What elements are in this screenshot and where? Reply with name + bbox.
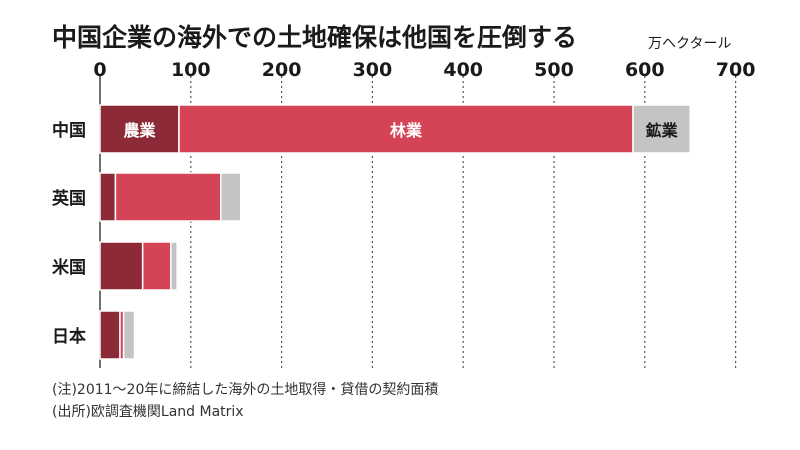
- unit-label: 万ヘクタール: [648, 36, 732, 52]
- segment-label: 鉱業: [646, 121, 679, 140]
- bar-segment-mining: [220, 172, 242, 222]
- x-tick-label: 200: [262, 59, 302, 81]
- category-label: 中国: [52, 120, 86, 141]
- bar-segment-agriculture: [99, 172, 117, 222]
- category-label: 米国: [52, 257, 86, 278]
- x-tick-label: 700: [716, 59, 756, 81]
- segment-label: 林業: [390, 121, 423, 140]
- x-tick-label: 600: [625, 59, 665, 81]
- footnote-source: (出所)欧調査機関Land Matrix: [52, 404, 244, 420]
- bar-segment-forestry: [114, 172, 222, 222]
- bar-segment-forestry: [141, 241, 172, 291]
- category-label: 英国: [52, 188, 86, 209]
- x-tick-label: 100: [171, 59, 211, 81]
- bar-segment-agriculture: [99, 104, 180, 154]
- bar-segment-mining: [122, 310, 136, 360]
- chart-title: 中国企業の海外での土地確保は他国を圧倒する: [52, 23, 578, 52]
- x-tick-label: 400: [443, 59, 483, 81]
- bar-segment-mining: [632, 104, 691, 154]
- bar-segment-mining: [170, 241, 178, 291]
- x-tick-label: 0: [93, 59, 106, 81]
- bar-segment-agriculture: [99, 310, 121, 360]
- bar-segment-agriculture: [99, 241, 144, 291]
- x-tick-label: 300: [353, 59, 393, 81]
- footnote-note: (注)2011～20年に締結した海外の土地取得・貸借の契約面積: [52, 382, 439, 398]
- category-label: 日本: [52, 326, 86, 347]
- x-tick-label: 500: [534, 59, 574, 81]
- segment-label: 農業: [123, 121, 156, 140]
